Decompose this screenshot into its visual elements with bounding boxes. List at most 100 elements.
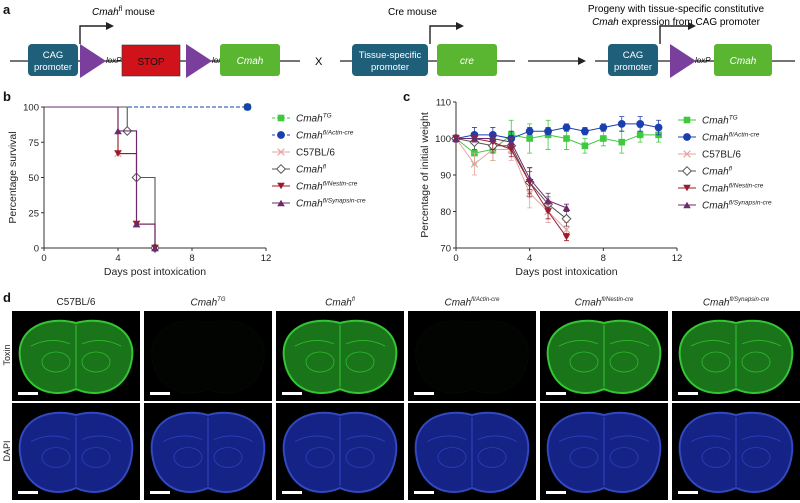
- c-y-tick-label: 100: [435, 134, 451, 145]
- b-data-point: [132, 220, 141, 228]
- c-data-point: [600, 135, 607, 142]
- c-data-point: [507, 138, 516, 146]
- transcription-arrow-2: [429, 25, 458, 44]
- b-y-tick-label: 100: [23, 103, 39, 114]
- micrograph-dapi-1: [144, 403, 272, 500]
- svg-text:loxP: loxP: [106, 56, 122, 65]
- stop-box: STOP: [121, 44, 181, 77]
- b-legend-label-0: CmahTG: [296, 113, 332, 125]
- c-data-point: [544, 208, 552, 215]
- micrograph-toxin-3: [408, 311, 536, 401]
- scale-bar: [414, 491, 434, 494]
- c-data-point: [525, 127, 534, 136]
- survival-chart: b 0 4 8 12 0 25 50 75 100 Days post intoxication P…: [3, 89, 366, 278]
- progeny-title-line2: Cmah expression from CAG promoter: [592, 17, 761, 28]
- scale-bar: [150, 392, 170, 395]
- svg-text:Tissue-specific: Tissue-specific: [359, 50, 422, 61]
- row-label-toxin: Toxin: [2, 344, 12, 366]
- scale-bar: [282, 392, 302, 395]
- cag-promoter-box-progeny: CAG promoter: [608, 44, 658, 76]
- b-legend-marker: [277, 199, 285, 207]
- scale-bar: [18, 392, 38, 395]
- micrograph-dapi-5: [672, 403, 800, 500]
- c-legend-label-5: Cmahfl/Synapsin-cre: [702, 200, 772, 212]
- b-legend-marker: [275, 163, 287, 175]
- svg-text:cre: cre: [460, 56, 474, 67]
- b-y-tick-label: 75: [28, 138, 39, 149]
- c-legend-marker: [683, 133, 691, 141]
- b-x-tick-label: 12: [261, 253, 272, 264]
- svg-text:loxP: loxP: [695, 56, 711, 65]
- b-x-axis-label: Days post intoxication: [104, 266, 206, 278]
- c-data-point: [452, 135, 460, 142]
- c-data-point: [507, 146, 516, 153]
- b-legend-label-3: Cmahfl: [296, 164, 326, 176]
- b-y-axis-label: Percentage survival: [7, 131, 19, 223]
- c-series-4: [452, 134, 571, 242]
- c-series-0: [452, 119, 662, 165]
- b-series-2: [44, 106, 159, 252]
- c-x-axis-label: Days post intoxication: [515, 266, 617, 278]
- column-label-3: Cmahfl/Actin-cre: [444, 297, 500, 309]
- c-legend-label-2: C57BL/6: [702, 150, 741, 161]
- loxp-triangle-1: loxP: [80, 44, 122, 78]
- svg-text:promoter: promoter: [371, 62, 409, 73]
- c-x-tick-label: 0: [453, 253, 458, 264]
- micrograph-toxin-1: [144, 311, 272, 401]
- column-label-5: Cmahfl/Synapsin-cre: [702, 297, 770, 309]
- b-legend-marker: [277, 131, 285, 139]
- b-series-4: [44, 106, 159, 252]
- column-label-4: Cmahfl/Nestin-cre: [574, 297, 634, 309]
- weight-chart: c 0 4 8 12 70 80 90 100 110 Days post intoxicatio…: [403, 89, 772, 278]
- c-y-tick-label: 70: [440, 244, 451, 255]
- c-data-point: [618, 138, 626, 146]
- c-data-point: [563, 135, 570, 142]
- c-legend-label-0: CmahTG: [702, 115, 738, 127]
- svg-text:STOP: STOP: [137, 57, 164, 68]
- cmah-gene-box: Cmah: [220, 44, 280, 76]
- column-label-1: CmahTG: [190, 297, 226, 309]
- c-data-point: [581, 127, 589, 136]
- micrograph-toxin-5: [672, 311, 800, 401]
- c-data-point: [544, 197, 552, 204]
- micrograph-dapi-0: [12, 403, 140, 500]
- b-x-tick-label: 8: [189, 253, 194, 264]
- svg-text:Cmah: Cmah: [237, 56, 264, 67]
- cre-mouse-title: Cre mouse: [388, 7, 437, 18]
- scale-bar: [546, 491, 566, 494]
- scale-bar: [546, 392, 566, 395]
- micrograph-toxin-0: [12, 311, 140, 401]
- panel-c-letter: c: [403, 89, 410, 104]
- c-legend-marker: [681, 165, 693, 177]
- scale-bar: [414, 392, 434, 395]
- c-legend-marker: [683, 184, 691, 192]
- c-legend-marker: [683, 201, 691, 209]
- b-series-5: [44, 106, 159, 252]
- b-data-point: [114, 127, 122, 135]
- panel-d-letter: d: [3, 290, 11, 305]
- b-x-tick-label: 0: [41, 253, 46, 264]
- c-data-point: [525, 175, 534, 182]
- c-data-point: [636, 120, 645, 128]
- panel-b-letter: b: [3, 89, 11, 104]
- b-data-point: [151, 244, 159, 252]
- svg-text:promoter: promoter: [34, 62, 72, 73]
- b-legend-marker: [277, 114, 285, 122]
- column-label-0: C57BL/6: [56, 297, 96, 308]
- c-legend-marker: [683, 150, 691, 158]
- c-legend-label-1: Cmahfl/Actin-cre: [702, 132, 760, 144]
- b-legend-label-2: C57BL/6: [296, 148, 335, 159]
- c-data-point: [470, 160, 479, 168]
- b-y-tick-label: 0: [34, 244, 39, 255]
- svg-text:CAG: CAG: [623, 50, 644, 61]
- c-data-point: [489, 135, 497, 142]
- tissue-specific-promoter-box: Tissue-specific promoter: [352, 44, 428, 76]
- b-series-line: [44, 106, 156, 248]
- b-series-3: [44, 106, 161, 254]
- c-data-point: [617, 120, 626, 128]
- c-series-1: [452, 116, 663, 147]
- b-data-point: [243, 103, 252, 111]
- cmah-gene-box-progeny: Cmah: [714, 44, 772, 76]
- c-data-point: [599, 123, 608, 132]
- panel-a-construct-diagram: a Cmahfl mouse Cre mouse Progeny with ti…: [3, 2, 795, 78]
